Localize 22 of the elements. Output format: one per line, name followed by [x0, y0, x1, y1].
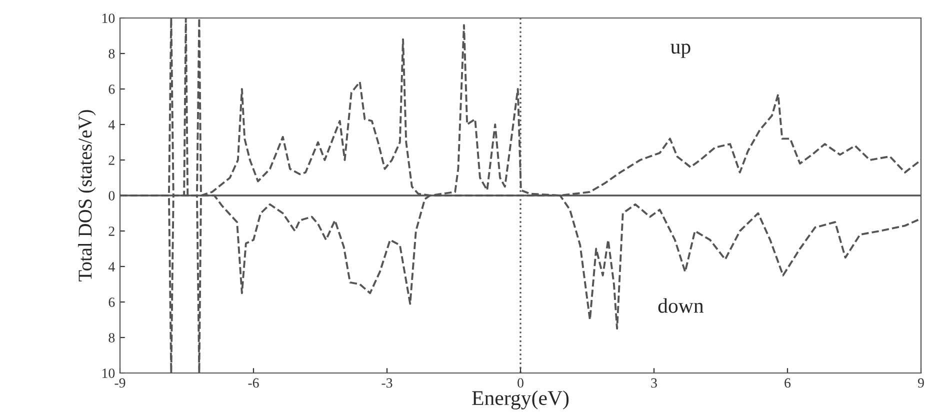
x-tick-label: 9 [918, 378, 924, 388]
y-tick-label: 6 [108, 298, 115, 307]
y-tick-label: 2 [108, 226, 114, 236]
y-tick-label: 10 [102, 14, 115, 23]
y-axis-title: Total DOS (states/eV) [78, 110, 96, 282]
y-tick-label: 6 [108, 84, 115, 94]
y-tick-label: 4 [108, 262, 115, 272]
x-tick-label: 3 [651, 378, 657, 388]
x-tick-label: -6 [248, 378, 259, 388]
y-tick-label: 8 [108, 333, 115, 342]
x-tick-label: 0 [518, 378, 524, 388]
x-axis-title: Energy(eV) [472, 390, 569, 410]
annotation: down [658, 298, 704, 313]
y-tick-label: 10 [102, 368, 115, 378]
x-tick-label: 6 [784, 378, 791, 388]
y-tick-label: 2 [108, 156, 114, 165]
annotation: up [670, 44, 690, 58]
y-tick-label: 4 [108, 120, 115, 130]
y-tick-label: 8 [108, 49, 115, 58]
x-tick-label: -9 [114, 378, 126, 388]
y-tick-label: 0 [108, 191, 115, 200]
x-tick-label: -3 [382, 378, 392, 388]
